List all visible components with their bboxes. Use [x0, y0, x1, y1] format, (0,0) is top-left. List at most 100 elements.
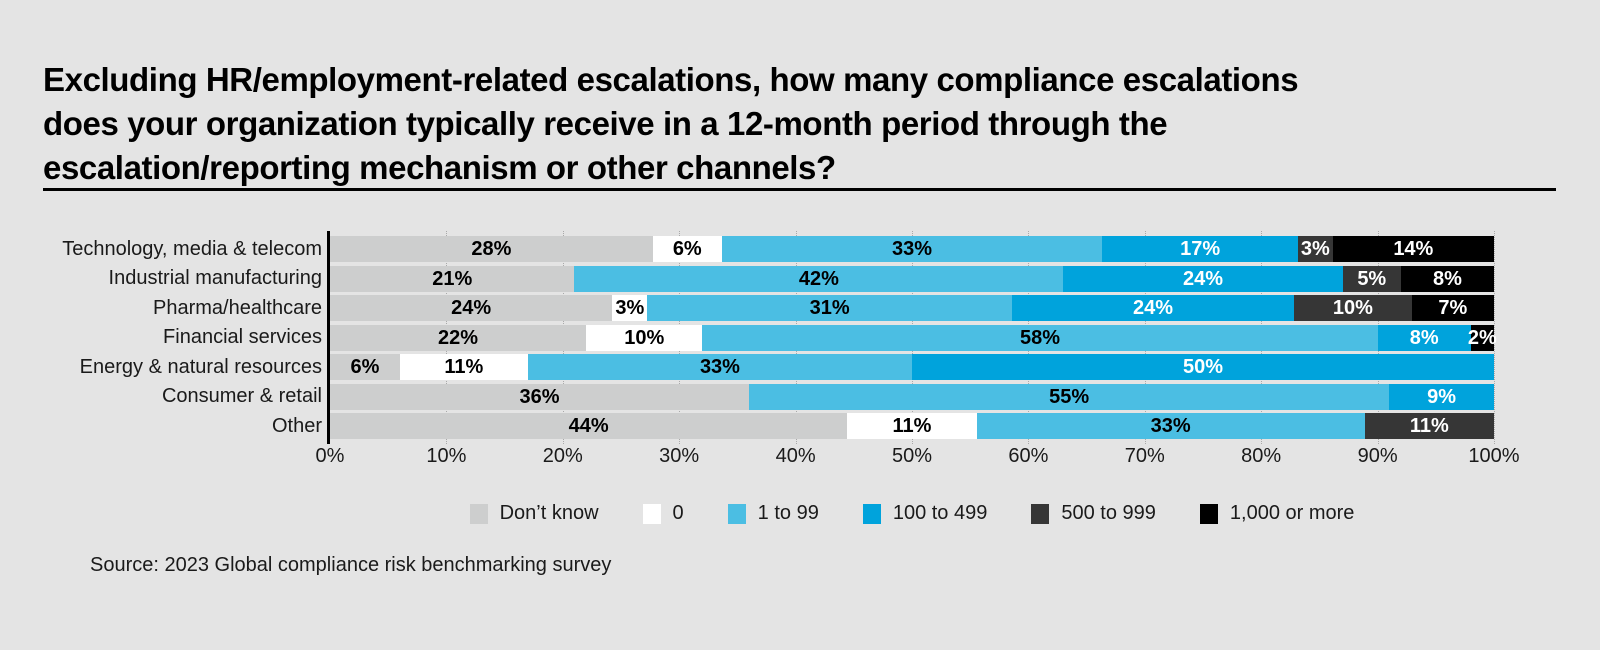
category-label: Consumer & retail [161, 385, 322, 407]
segment-value-label: 11% [1409, 415, 1449, 437]
chart-title-line-2: does your organization typically receive… [43, 105, 1168, 143]
bar-segment: 10% [586, 324, 703, 351]
bar-row: Pharma/healthcare 24% 3% 31% 24% 10% 7% [153, 295, 1494, 321]
segment-value-label: 44% [568, 415, 609, 437]
segment-value-label: 31% [809, 297, 850, 319]
legend-item: 1,000 or more [1199, 502, 1355, 525]
chart-title-line-1: Excluding HR/employment-related escalati… [43, 61, 1299, 99]
bar-segment: 8% [1377, 324, 1471, 351]
bar-segment: 36% [330, 383, 750, 410]
bar-segment: 24% [330, 295, 613, 321]
bar-segment: 6% [652, 236, 722, 262]
category-label: Financial services [163, 326, 322, 348]
segment-value-label: 22% [438, 326, 479, 349]
bar-segment: 24% [1011, 295, 1295, 321]
bar-row: Energy & natural resources 6% 11% 33% 50% [80, 354, 1495, 380]
segment-value-label: 14% [1393, 238, 1434, 260]
bar-segment: 7% [1411, 295, 1494, 321]
bar-segment: 10% [1294, 295, 1412, 321]
category-label: Industrial manufacturing [108, 267, 322, 289]
segment-value-label: 11% [892, 415, 932, 437]
bar-segment: 21% [330, 265, 575, 292]
stacked-bar: 6% 11% 33% 50% [330, 354, 1495, 380]
segment-value-label: 8% [1432, 267, 1462, 290]
chart-title-line-3: escalation/reporting mechanism or other … [43, 149, 836, 187]
stacked-bar: 24% 3% 31% 24% 10% 7% [330, 295, 1494, 321]
segment-value-label: 55% [1049, 385, 1090, 408]
y-axis-line [327, 231, 330, 444]
segment-value-label: 17% [1180, 238, 1221, 260]
segment-value-label: 6% [350, 356, 380, 378]
segment-value-label: 24% [1133, 297, 1174, 319]
category-label: Technology, media & telecom [62, 237, 322, 260]
stacked-bar: 21% 42% 24% 5% 8% [330, 265, 1494, 292]
stacked-bar-chart: Technology, media & telecom 28% 6% 33% 17% 3%… [43, 231, 1497, 444]
bar-segment: 33% [976, 413, 1365, 439]
bar-segment: 33% [527, 354, 913, 380]
x-axis-tick-label: 30% [659, 445, 700, 467]
x-axis-tick-label: 50% [891, 445, 933, 467]
stacked-bar: 44% 11% 33% 11% [330, 413, 1494, 439]
bar-segment: 11% [847, 413, 977, 439]
bar-segment: 17% [1102, 236, 1299, 262]
bar-segment: 3% [1298, 236, 1333, 262]
legend-item: 500 to 999 [1031, 502, 1156, 525]
segment-value-label: 42% [798, 267, 839, 290]
bar-segment: 6% [330, 354, 400, 380]
bar-segment: 2% [1468, 324, 1497, 351]
x-axis-tick-label: 80% [1241, 445, 1282, 467]
bar-row: Financial services 22% 10% 58% 8% 2% [163, 324, 1497, 351]
segment-value-label: 10% [624, 326, 665, 349]
segment-value-label: 21% [432, 267, 473, 290]
segment-value-label: 8% [1409, 326, 1439, 349]
chart-title: Excluding HR/employment-related escalati… [43, 58, 1299, 190]
segment-value-label: 3% [615, 297, 645, 319]
legend-label: 1 to 99 [757, 502, 819, 524]
segment-value-label: 50% [1183, 356, 1224, 378]
legend-swatch-icon [1199, 503, 1218, 524]
segment-value-label: 7% [1438, 297, 1468, 319]
stacked-bar: 28% 6% 33% 17% 3% 14% [330, 236, 1494, 262]
bar-segment: 11% [399, 354, 528, 380]
legend-label: 0 [672, 502, 684, 524]
legend-item: 0 [642, 502, 684, 525]
segment-value-label: 28% [471, 238, 512, 260]
bar-segment: 8% [1400, 265, 1494, 292]
legend-item: 1 to 99 [727, 502, 819, 525]
bar-segment: 28% [330, 236, 653, 262]
title-divider [43, 188, 1556, 191]
segment-value-label: 36% [519, 385, 560, 408]
source-note: Source: 2023 Global compliance risk benc… [90, 554, 612, 576]
segment-value-label: 33% [891, 238, 933, 260]
segment-value-label: 9% [1427, 385, 1457, 408]
bar-segment: 33% [721, 236, 1103, 262]
bar-segment: 50% [912, 354, 1495, 380]
segment-value-label: 3% [1300, 238, 1330, 260]
legend-label: 100 to 499 [892, 502, 988, 524]
bar-segment: 9% [1389, 383, 1495, 410]
gridline-100pct [1494, 231, 1495, 444]
bar-row: Industrial manufacturing 21% 42% 24% 5% 8% [109, 265, 1494, 292]
legend-swatch-icon [469, 503, 488, 524]
bar-segment: 3% [612, 295, 648, 321]
category-label: Energy & natural resources [79, 355, 322, 378]
bar-row: Technology, media & telecom 28% 6% 33% 17% 3%… [62, 236, 1494, 262]
segment-value-label: 33% [699, 356, 740, 378]
segment-value-label: 10% [1332, 297, 1373, 319]
bar-segment: 44% [330, 413, 848, 439]
bar-row: Other 44% 11% 33% 11% [272, 413, 1494, 439]
legend-swatch-icon [862, 503, 881, 524]
segment-value-label: 11% [444, 356, 484, 378]
legend-swatch-icon [642, 503, 661, 524]
bar-rows: Technology, media & telecom 28% 6% 33% 17% 3%… [62, 231, 1497, 444]
x-axis-tick-label: 60% [1008, 445, 1049, 467]
legend-item: 100 to 499 [862, 502, 988, 525]
category-label: Pharma/healthcare [153, 296, 322, 319]
x-axis-tick-label: 40% [775, 445, 816, 467]
bar-segment: 55% [749, 383, 1390, 410]
bar-segment: 22% [330, 324, 587, 351]
segment-value-label: 24% [1182, 267, 1223, 290]
bar-segment: 58% [702, 324, 1378, 351]
legend-label: 1,000 or more [1229, 502, 1355, 524]
